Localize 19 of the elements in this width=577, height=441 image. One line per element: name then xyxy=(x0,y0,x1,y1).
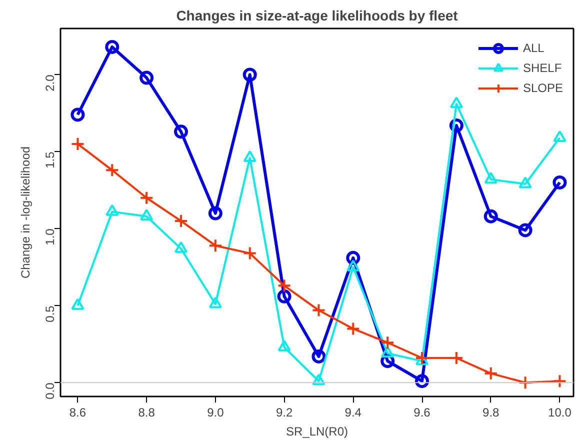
x-tick-label: 9.8 xyxy=(482,406,500,420)
x-tick-label: 9.6 xyxy=(414,406,431,420)
x-tick-label: 9.4 xyxy=(344,406,362,420)
x-axis-title: SR_LN(R0) xyxy=(286,424,348,438)
x-tick-label: 8.8 xyxy=(138,406,156,420)
y-tick-label: 1.0 xyxy=(43,228,57,246)
chart-title: Changes in size-at-age likelihoods by fleet xyxy=(176,8,458,24)
x-tick-label: 9.0 xyxy=(207,406,224,420)
x-tick-label: 8.6 xyxy=(69,406,86,420)
legend-label: SHELF xyxy=(522,61,562,75)
y-tick-label: 1.5 xyxy=(43,151,57,168)
x-tick-label: 10.0 xyxy=(548,406,572,420)
y-tick-label: 0.5 xyxy=(43,305,57,322)
y-tick-label: 0.0 xyxy=(43,382,57,400)
x-tick-label: 9.2 xyxy=(276,406,293,420)
y-axis-title: Change in -log-likelihood xyxy=(18,146,32,279)
legend-label: SLOPE xyxy=(522,81,563,95)
legend-label: ALL xyxy=(522,41,544,55)
y-tick-label: 2.0 xyxy=(43,74,57,92)
